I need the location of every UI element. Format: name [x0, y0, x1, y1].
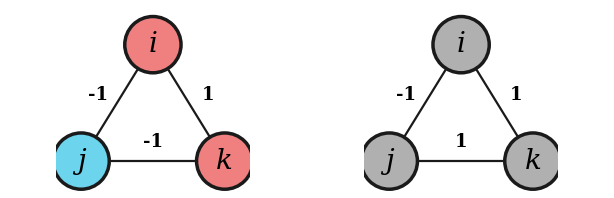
Text: -1: -1 [143, 133, 163, 151]
Text: 1: 1 [202, 86, 214, 104]
Circle shape [53, 133, 109, 189]
Circle shape [196, 133, 253, 189]
Circle shape [361, 133, 418, 189]
Text: -1: -1 [396, 86, 416, 104]
Text: k: k [216, 148, 233, 175]
Text: i: i [457, 31, 465, 58]
Circle shape [433, 16, 489, 73]
Text: 1: 1 [510, 86, 523, 104]
Text: -1: -1 [88, 86, 107, 104]
Text: k: k [524, 148, 542, 175]
Text: i: i [149, 31, 157, 58]
Text: 1: 1 [455, 133, 467, 151]
Circle shape [125, 16, 181, 73]
Text: j: j [77, 148, 85, 175]
Text: j: j [385, 148, 394, 175]
Circle shape [505, 133, 561, 189]
